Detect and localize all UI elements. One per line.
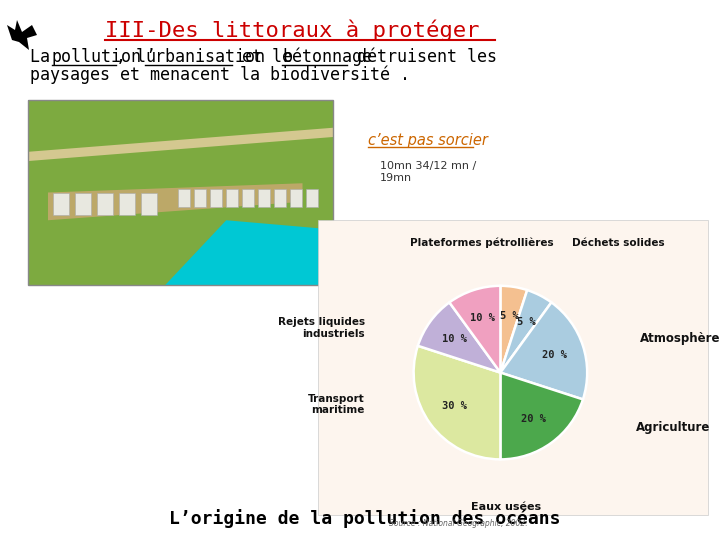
- Polygon shape: [7, 20, 37, 50]
- Bar: [318, 220, 708, 515]
- Text: urbanisation: urbanisation: [145, 48, 265, 66]
- Text: Source : National Geographic, 2002.: Source : National Geographic, 2002.: [390, 518, 528, 528]
- Text: Transport
maritime: Transport maritime: [308, 394, 365, 415]
- Polygon shape: [48, 183, 302, 220]
- Text: bétonnage: bétonnage: [282, 48, 372, 66]
- Bar: [290, 190, 302, 207]
- Bar: [28, 100, 333, 285]
- Bar: [194, 190, 206, 207]
- Bar: [258, 190, 270, 207]
- Text: 5 %: 5 %: [517, 316, 536, 327]
- Bar: [97, 193, 113, 215]
- Text: Atmosphère: Atmosphère: [640, 332, 720, 345]
- Bar: [178, 190, 190, 207]
- Text: , l’: , l’: [117, 48, 156, 66]
- Bar: [226, 190, 238, 207]
- Text: paysages et menacent la biodiversité .: paysages et menacent la biodiversité .: [30, 65, 410, 84]
- Text: L’origine de la pollution des océans: L’origine de la pollution des océans: [169, 509, 561, 528]
- Text: 10 %: 10 %: [470, 313, 495, 323]
- Polygon shape: [28, 128, 333, 161]
- Text: La: La: [30, 48, 60, 66]
- Bar: [242, 190, 254, 207]
- Bar: [119, 193, 135, 215]
- Text: Rejets liquides
industriels: Rejets liquides industriels: [278, 318, 365, 339]
- Text: III-Des littoraux à protéger: III-Des littoraux à protéger: [105, 19, 480, 40]
- Text: 10mn 34/12 mn /
19mn: 10mn 34/12 mn / 19mn: [380, 161, 476, 183]
- Text: 10 %: 10 %: [441, 334, 467, 344]
- Text: c’est pas sorcier: c’est pas sorcier: [368, 133, 488, 148]
- Wedge shape: [500, 373, 583, 460]
- Wedge shape: [500, 286, 527, 373]
- Wedge shape: [500, 290, 552, 373]
- Text: Agriculture: Agriculture: [636, 421, 710, 434]
- Wedge shape: [413, 346, 500, 460]
- Bar: [53, 193, 69, 215]
- Bar: [75, 193, 91, 215]
- Wedge shape: [449, 286, 500, 373]
- Text: et le: et le: [232, 48, 302, 66]
- Bar: [28, 100, 333, 285]
- Polygon shape: [28, 220, 333, 285]
- Text: pollution: pollution: [52, 48, 142, 66]
- Wedge shape: [418, 302, 500, 373]
- Text: 20 %: 20 %: [542, 350, 567, 360]
- Bar: [210, 190, 222, 207]
- Bar: [274, 190, 286, 207]
- Text: 20 %: 20 %: [521, 414, 546, 424]
- Wedge shape: [500, 302, 588, 400]
- Text: Déchets solides: Déchets solides: [572, 238, 665, 248]
- Text: 5 %: 5 %: [500, 311, 518, 321]
- Bar: [306, 190, 318, 207]
- Text: Plateformes pétrollières: Plateformes pétrollières: [410, 237, 553, 248]
- Bar: [141, 193, 157, 215]
- Text: Eaux usées: Eaux usées: [471, 502, 541, 512]
- Text: 30 %: 30 %: [441, 401, 467, 411]
- Text: détruisent les: détruisent les: [347, 48, 497, 66]
